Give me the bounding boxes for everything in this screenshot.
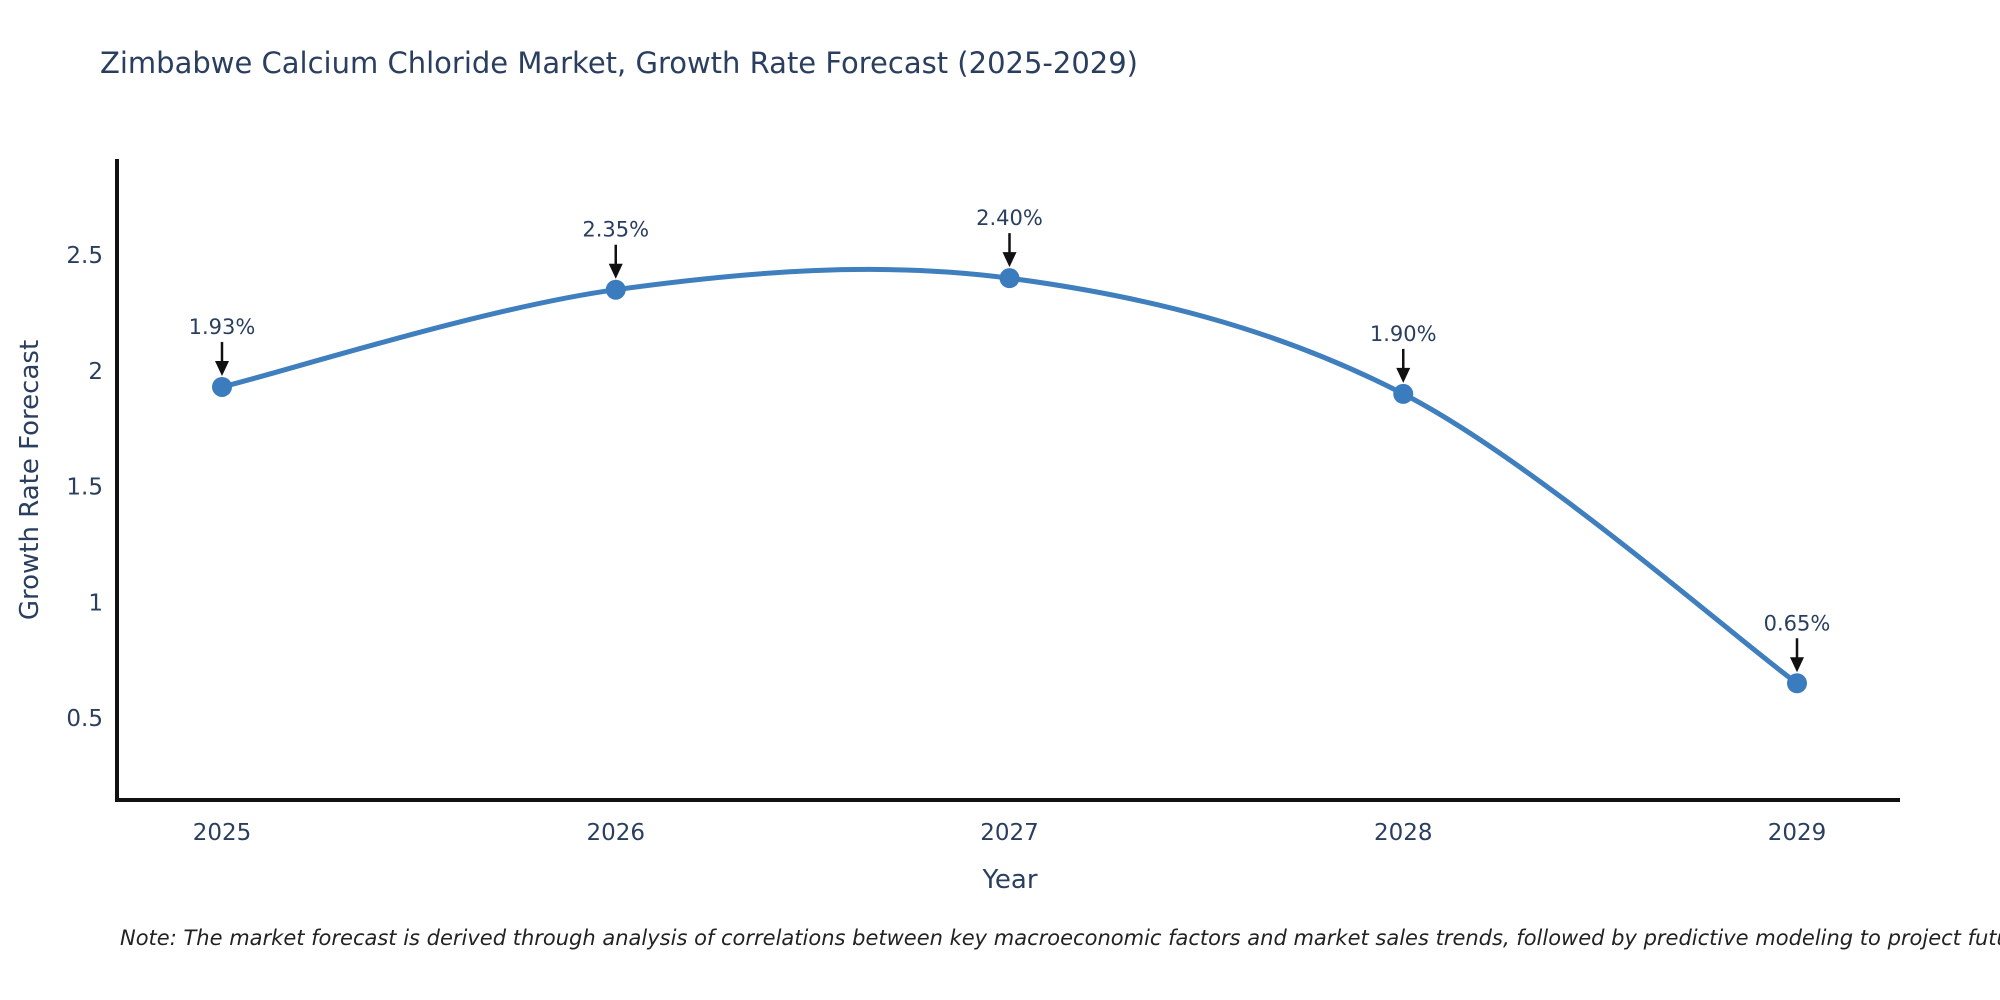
y-axis-title: Growth Rate Forecast bbox=[15, 340, 45, 620]
x-tick-label: 2026 bbox=[586, 820, 645, 846]
annotation-arrowhead-icon bbox=[215, 360, 229, 376]
chart-title: Zimbabwe Calcium Chloride Market, Growth… bbox=[100, 46, 1138, 80]
x-axis-title: Year bbox=[981, 865, 1037, 895]
point-annotation-label: 1.93% bbox=[189, 315, 256, 339]
annotation-arrowhead-icon bbox=[608, 263, 623, 279]
y-tick-label: 1.5 bbox=[66, 475, 103, 501]
x-tick-label: 2029 bbox=[1768, 820, 1827, 846]
point-annotation-label: 1.90% bbox=[1370, 322, 1437, 346]
annotation-arrowhead-icon bbox=[1396, 367, 1411, 383]
x-tick-label: 2028 bbox=[1374, 820, 1433, 846]
annotation-arrowhead-icon bbox=[1790, 657, 1804, 673]
forecast-spline bbox=[221, 266, 1799, 686]
y-tick-label: 1 bbox=[88, 590, 103, 616]
x-tick-label: 2027 bbox=[980, 820, 1039, 846]
footnote: Note: The market forecast is derived thr… bbox=[120, 926, 2000, 950]
data-point-2029 bbox=[1787, 673, 1807, 694]
y-tick-label: 2.5 bbox=[66, 243, 103, 269]
point-annotation-label: 0.65% bbox=[1764, 611, 1831, 635]
x-tick-label: 2025 bbox=[193, 820, 252, 846]
y-tick-label: 0.5 bbox=[66, 706, 103, 732]
point-annotation-label: 2.40% bbox=[976, 206, 1043, 230]
data-point-2028 bbox=[1393, 383, 1414, 404]
point-annotation-label: 2.35% bbox=[582, 218, 649, 242]
annotation-arrowhead-icon bbox=[1002, 252, 1017, 268]
y-tick-label: 2 bbox=[88, 359, 103, 385]
data-point-2025 bbox=[212, 376, 232, 397]
data-point-2026 bbox=[605, 279, 626, 300]
data-point-2027 bbox=[999, 268, 1020, 289]
